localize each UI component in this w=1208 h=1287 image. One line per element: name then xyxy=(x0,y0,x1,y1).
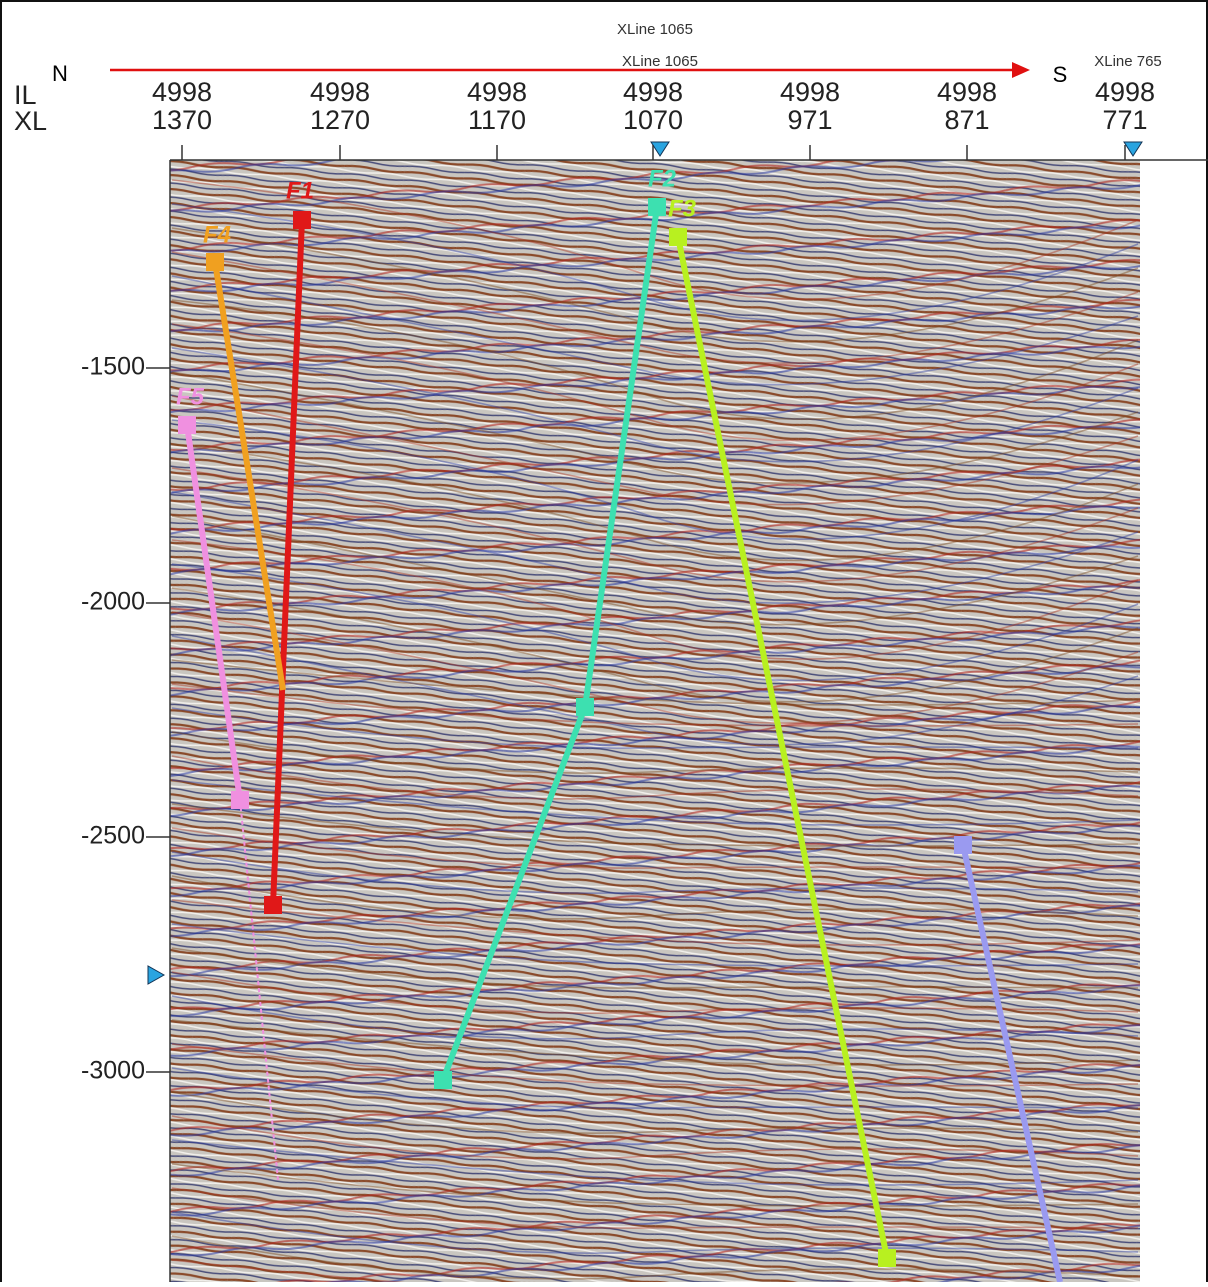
depth-tick-label: -2000 xyxy=(81,588,145,616)
fault-node xyxy=(264,896,282,914)
reflector xyxy=(171,515,1139,626)
marker xyxy=(1123,141,1143,157)
reflector xyxy=(171,539,1139,660)
fault-f4 xyxy=(212,261,286,691)
xl-value: 871 xyxy=(944,105,989,135)
reflector xyxy=(171,1115,1139,1160)
reflector xyxy=(171,587,1139,703)
reflector xyxy=(171,995,1139,1040)
reflector xyxy=(171,971,1139,1014)
xl-value: 1170 xyxy=(468,105,526,135)
reflector xyxy=(171,395,1139,506)
fault-f1 xyxy=(270,219,305,906)
reflector xyxy=(171,947,1139,989)
reflector xyxy=(171,419,1139,540)
reflector xyxy=(171,635,1139,746)
depth-ticks: -1500 -2000 -2500 -3000 xyxy=(81,353,170,1085)
depth-tick-label: -3000 xyxy=(81,1057,145,1085)
fault-label: F3 xyxy=(668,195,697,222)
reflector xyxy=(171,443,1139,562)
il-label: IL xyxy=(14,80,37,110)
reflector xyxy=(171,1187,1139,1229)
reflector xyxy=(171,275,1139,386)
fault-node xyxy=(231,791,249,809)
il-value: 4998 xyxy=(152,77,212,107)
xl-value: 971 xyxy=(787,105,832,135)
reflector xyxy=(171,467,1139,583)
fault-node xyxy=(434,1071,452,1089)
xline-label: XLine 1065 xyxy=(622,53,698,70)
il-value: 4998 xyxy=(310,77,370,107)
reflector xyxy=(171,899,1139,946)
xl-value: 1370 xyxy=(152,105,212,135)
column-labels: 4998137049981270499811704998107049989714… xyxy=(152,77,1155,160)
il-value: 4998 xyxy=(1095,77,1155,107)
il-value: 4998 xyxy=(623,77,683,107)
reflector xyxy=(171,347,1139,463)
reflector xyxy=(171,323,1139,442)
fault-f3 xyxy=(675,236,890,1259)
seismic-reflectors xyxy=(170,160,1140,1282)
reflector xyxy=(171,1067,1139,1109)
fault-label: F4 xyxy=(203,221,231,248)
il-value: 4998 xyxy=(937,77,997,107)
il-value: 4998 xyxy=(467,77,527,107)
reflector xyxy=(171,731,1139,774)
reflector xyxy=(171,659,1139,706)
reflector xyxy=(171,779,1139,826)
reflector xyxy=(171,203,1139,322)
south-label: S xyxy=(1053,62,1068,87)
reflector xyxy=(171,371,1139,484)
fault-f5 xyxy=(184,424,243,801)
reflector xyxy=(171,923,1139,967)
reflector xyxy=(171,707,1139,749)
reflector xyxy=(171,683,1139,727)
reflector xyxy=(171,1019,1139,1066)
xline-label: XLine 765 xyxy=(1094,53,1162,70)
fault-label: F2 xyxy=(648,165,677,192)
fault-node xyxy=(293,211,311,229)
reflector xyxy=(171,1091,1139,1134)
xl-value: 771 xyxy=(1102,105,1147,135)
arrow-head xyxy=(1012,62,1030,78)
il-value: 4998 xyxy=(780,77,840,107)
xl-value: 1070 xyxy=(623,105,683,135)
reflector xyxy=(171,563,1139,682)
fault-node xyxy=(954,836,972,854)
reflector xyxy=(171,1211,1139,1254)
fault-node xyxy=(669,228,687,246)
north-label: N xyxy=(52,61,68,86)
marker xyxy=(147,965,166,985)
reflector xyxy=(171,611,1139,724)
reflector xyxy=(171,491,1139,604)
reflector xyxy=(171,1139,1139,1186)
fault-node xyxy=(878,1249,896,1267)
reflector xyxy=(171,1235,1139,1280)
fault-node xyxy=(576,698,594,716)
reflector xyxy=(171,1259,465,1287)
reflector xyxy=(171,1043,1139,1087)
reflector xyxy=(171,1163,1139,1207)
fault-label: F1 xyxy=(286,177,314,204)
reflector xyxy=(171,299,1139,420)
xline-label: XLine 1065 xyxy=(617,21,693,38)
fault-node xyxy=(648,198,666,216)
marker xyxy=(650,141,670,157)
reflector xyxy=(171,851,1139,894)
depth-tick-label: -1500 xyxy=(81,353,145,381)
fault-f6 xyxy=(960,844,1063,1283)
fault-f5-extension xyxy=(239,799,279,1181)
fault-label: F5 xyxy=(176,383,205,410)
xl-label: XL xyxy=(14,106,47,136)
reflector xyxy=(171,227,1139,343)
fault-node xyxy=(178,416,196,434)
reflector xyxy=(171,251,1139,364)
reflector xyxy=(171,875,1139,920)
reflector xyxy=(171,755,1139,800)
fault-node xyxy=(206,253,224,271)
depth-tick-label: -2500 xyxy=(81,822,145,850)
xl-value: 1270 xyxy=(310,105,370,135)
